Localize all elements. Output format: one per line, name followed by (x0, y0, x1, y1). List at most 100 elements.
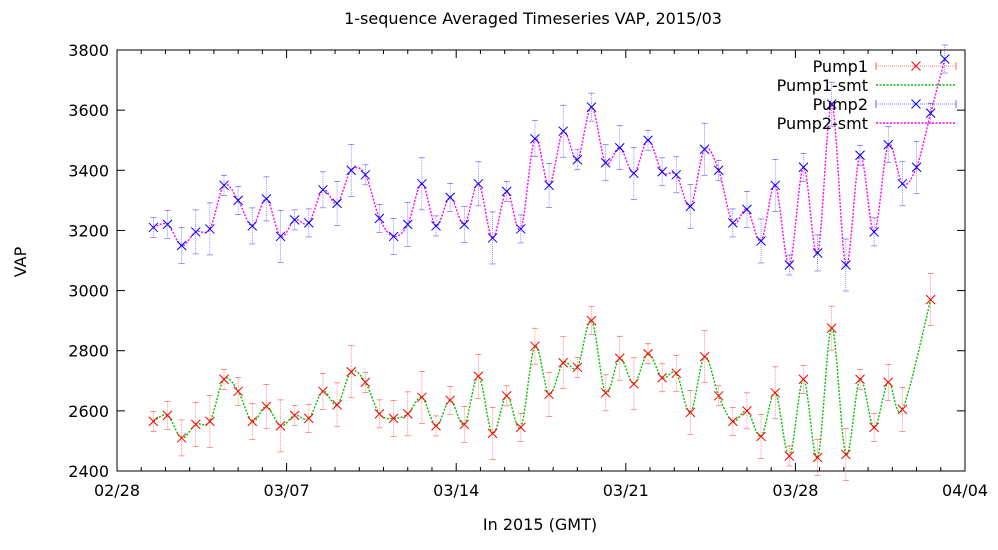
pump2-point (742, 204, 752, 215)
pump1-point (643, 348, 653, 359)
x-tick-label: 03/14 (433, 481, 479, 500)
legend-label: Pump2-smt (777, 114, 868, 133)
pump1-marker-stroke (515, 422, 526, 433)
pump1-marker-stroke (402, 409, 413, 419)
pump1-point (515, 422, 526, 433)
pump1-point (289, 410, 300, 421)
pump2-point (600, 157, 611, 168)
pump2-point (530, 133, 540, 144)
pump2-point (275, 231, 286, 242)
pump2-point (515, 224, 526, 234)
axes: 02/28 03/07 03/14 03/21 03/28 04/04 2400 2600 28… (68, 41, 988, 500)
pump2-point (332, 198, 342, 209)
pump2-point (473, 178, 484, 189)
pump1-marker-stroke (657, 372, 667, 383)
pump2-point (572, 154, 583, 165)
chart-title: 1-sequence Averaged Timeseries VAP, 2015… (344, 9, 722, 28)
pump2-marker-stroke (699, 144, 710, 155)
pump1-point (501, 390, 512, 401)
pump2-point (402, 219, 413, 230)
pump2-marker-stroke (473, 178, 484, 189)
legend-label: Pump1 (813, 57, 868, 76)
pump1-point (148, 416, 159, 427)
pump1-smt-line (152, 299, 932, 459)
pump2-marker-stroke (925, 108, 936, 119)
pump1-marker-stroke (332, 399, 342, 410)
pump1-marker-stroke (586, 315, 597, 326)
pump1-marker-stroke (247, 416, 258, 427)
x-tick-label: 04/04 (942, 481, 988, 500)
pump1-point (925, 294, 936, 305)
pump1-point (826, 323, 837, 334)
y-tick-label: 2800 (68, 342, 109, 361)
pump2-point (148, 222, 159, 233)
legend-label: Pump1-smt (777, 76, 868, 95)
series-layer (148, 44, 950, 481)
pump2-marker-stroke (685, 201, 696, 212)
pump2-marker-stroke (332, 198, 342, 209)
pump2-marker-stroke (445, 192, 455, 203)
pump2-marker-stroke (727, 218, 738, 228)
pump2-marker-stroke (742, 204, 752, 215)
x-tick-label: 03/28 (772, 481, 818, 500)
pump2-marker-stroke (883, 139, 894, 150)
pump1-point (685, 407, 696, 418)
pump2-point (459, 219, 470, 230)
pump2-marker-stroke (671, 169, 682, 180)
pump1-marker-stroke (925, 294, 936, 305)
x-tick-label: 03/07 (264, 481, 310, 500)
y-tick-label: 3200 (68, 221, 109, 240)
pump2-point (897, 178, 908, 189)
pump1-marker-stroke (261, 401, 272, 412)
pump1-point (629, 378, 639, 389)
pump1-point (318, 386, 328, 397)
pump2-point (558, 126, 569, 137)
pump1-point (360, 377, 371, 388)
pump1-point (770, 387, 781, 398)
pump2-point (360, 169, 371, 180)
pump1-point (572, 362, 583, 373)
pump1-point (586, 315, 597, 326)
pump2-point (784, 260, 795, 270)
pump2-point (911, 162, 922, 173)
pump2-marker-stroke (303, 218, 314, 228)
pump1-point (205, 416, 215, 427)
pump1-point (402, 409, 413, 419)
pump2-marker-stroke (855, 150, 865, 161)
pump2-point (176, 240, 187, 251)
pump2-marker-stroke (261, 194, 272, 204)
pump2-point (713, 165, 724, 176)
pump1-marker-stroke (289, 410, 300, 421)
pump2-marker-stroke (530, 133, 540, 144)
pump2-marker-stroke (501, 186, 512, 197)
pump2-point (318, 184, 328, 195)
pump1-point (247, 416, 258, 427)
y-tick-label: 2400 (68, 462, 109, 481)
pump2-marker-stroke (784, 260, 795, 270)
pump2-marker-stroke (275, 231, 286, 242)
pump2-point (586, 102, 597, 112)
y-tick-label: 3000 (68, 282, 109, 301)
pump2-point (798, 162, 809, 173)
pump2-point (671, 169, 682, 180)
pump1-marker-stroke (614, 353, 625, 364)
pump1-marker-stroke (148, 416, 159, 427)
pump2-point (190, 227, 201, 237)
pump1-point (261, 401, 272, 412)
pump2-point (685, 201, 696, 212)
pump1-marker-stroke (883, 377, 894, 388)
pump1-marker-stroke (558, 357, 569, 368)
pump2-point (247, 221, 258, 231)
pump1-point (233, 386, 243, 397)
pump1-point (219, 374, 229, 385)
pump1-point (897, 404, 908, 415)
pump2-marker-stroke (911, 162, 922, 173)
x-tick-label: 03/21 (603, 481, 649, 500)
pump1-marker-stroke (855, 374, 865, 385)
pump2-marker-stroke (939, 54, 950, 64)
pump1-marker-stroke (841, 449, 851, 460)
pump2-point (841, 260, 851, 270)
pump1-marker-stroke (812, 452, 823, 463)
pump1-point (841, 449, 851, 460)
pump1-point (869, 422, 879, 433)
